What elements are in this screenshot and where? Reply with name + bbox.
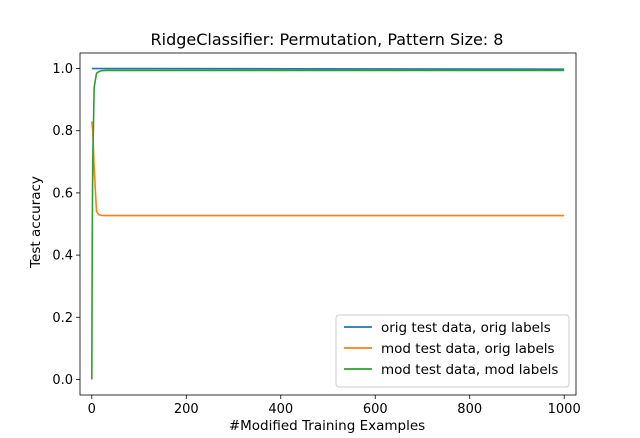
legend-label-1: orig test data, orig labels [381, 320, 551, 336]
plot-frame [79, 52, 577, 396]
series-line-2 [91, 121, 565, 217]
y-tick-label: 0.2 [52, 311, 73, 326]
x-tick-label: 400 [268, 402, 293, 417]
x-tick-label: 200 [174, 402, 199, 417]
y-tick-label: 0.0 [52, 373, 73, 388]
x-tick-label: 600 [363, 402, 388, 417]
y-tick-label: 0.4 [52, 249, 73, 264]
y-tick-label: 0.8 [52, 124, 73, 139]
legend-label-3: mod test data, mod labels [381, 362, 558, 378]
legend-label-2: mod test data, orig labels [381, 341, 555, 357]
chart-title: RidgeClassifier: Permutation, Pattern Si… [151, 30, 504, 49]
x-axis-label: #Modified Training Examples [229, 418, 425, 434]
y-tick-label: 0.6 [52, 186, 73, 201]
plot-area: 0 200 400 600 800 1000 0.0 0.2 0.4 0.6 0.8 1.0 orig … [52, 52, 581, 417]
series-line-3 [91, 69, 565, 380]
y-axis-label: Test accuracy [28, 176, 44, 269]
legend-box [335, 314, 570, 388]
x-tick-label: 800 [457, 402, 482, 417]
series-line-1 [91, 67, 565, 70]
x-tick-label: 1000 [548, 402, 581, 417]
x-tick-label: 0 [88, 402, 96, 417]
y-tick-label: 1.0 [52, 62, 73, 77]
